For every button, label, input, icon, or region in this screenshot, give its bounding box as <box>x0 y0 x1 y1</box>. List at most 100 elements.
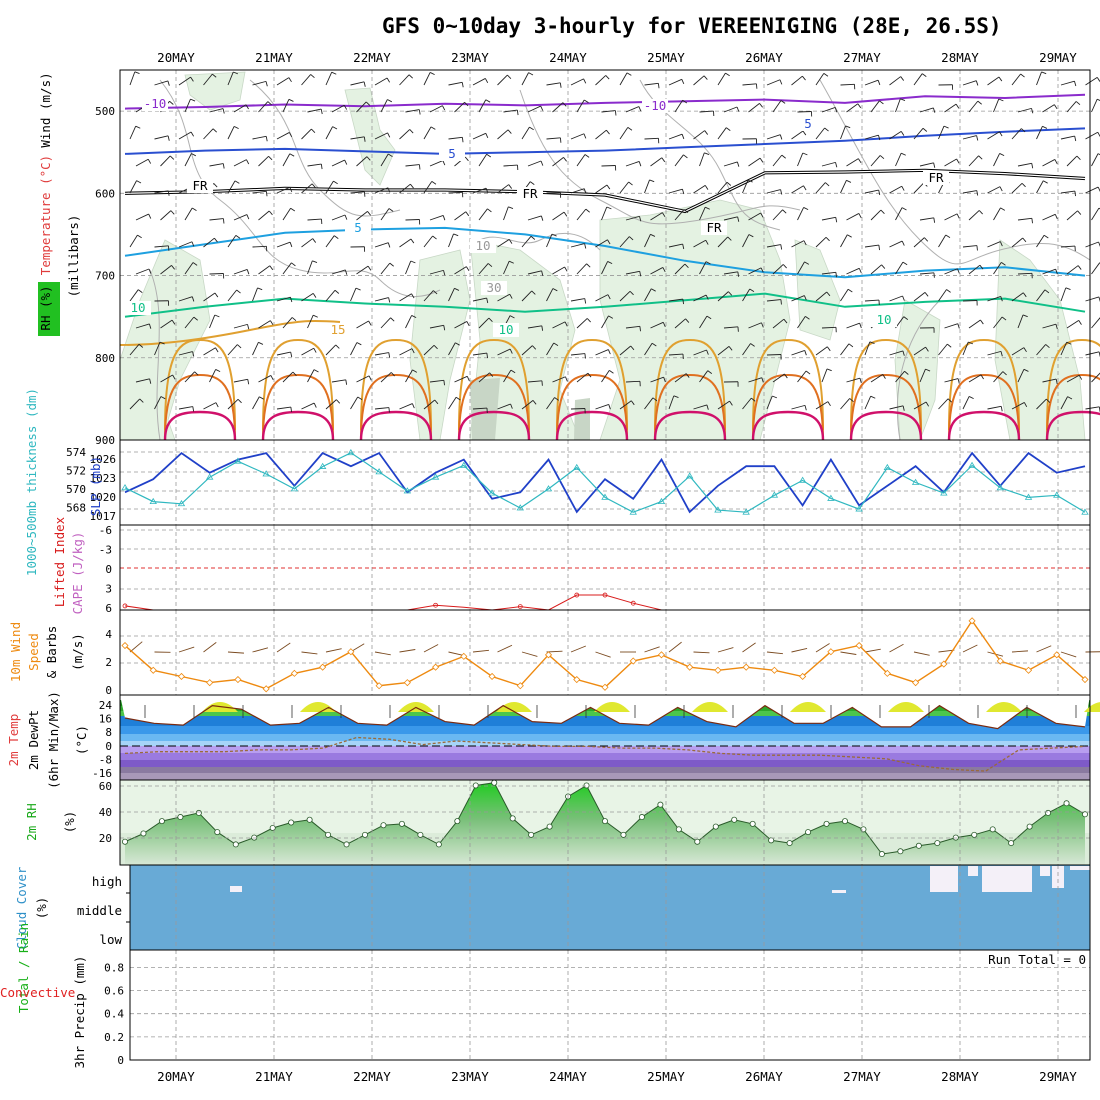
wind-barb-feather <box>998 98 1004 102</box>
wind-barb-feather <box>826 368 832 372</box>
wind-barb-shaft <box>570 243 585 248</box>
wind-barb <box>742 397 756 410</box>
contour-label-bg <box>142 97 168 111</box>
wind-barb-shaft <box>668 188 683 194</box>
wind-barb <box>987 131 1003 140</box>
wind-barb-shaft <box>429 160 444 167</box>
wind-barb-feather <box>312 260 318 263</box>
temperature-units-axis-label: (°C) <box>74 725 89 755</box>
wind-barb-shaft <box>1060 135 1075 140</box>
rh-contour-line <box>819 79 1091 265</box>
cloud-cover-axis-label: Cloud Cover <box>14 866 29 949</box>
wind-barb-feather <box>270 375 274 381</box>
wind-barb <box>448 396 461 410</box>
wind-barb-feather <box>584 243 587 249</box>
wind-barb <box>717 400 733 410</box>
wind-barb-shaft <box>693 294 707 302</box>
wind-tick-label: 2 <box>105 656 112 669</box>
wind-barb-feather <box>1001 316 1007 321</box>
wind-barb <box>276 186 293 194</box>
wind-barb <box>325 399 341 410</box>
wind-barb-shaft <box>821 271 836 275</box>
wind-barb-shaft <box>258 320 271 329</box>
wind-barb <box>497 129 512 140</box>
wind-barb <box>497 74 512 86</box>
wind-barb <box>815 346 831 356</box>
wind-10m-barb <box>521 651 538 657</box>
wind-10m-barb <box>423 644 439 653</box>
wind-barb-feather <box>847 288 853 293</box>
wind-barb <box>748 212 764 221</box>
wind-barb-shaft <box>527 160 542 167</box>
wind-barb-feather <box>269 265 274 271</box>
wind-barb-feather <box>388 208 394 212</box>
wind-barb-feather <box>848 343 854 348</box>
wind-barb <box>203 73 217 86</box>
wind-barb-shaft <box>350 342 358 356</box>
wind-barb <box>350 136 366 142</box>
wind-barb-shaft <box>282 371 294 383</box>
wind-barb-shaft <box>356 211 368 221</box>
wind-barb-feather <box>1031 163 1034 169</box>
wind-barb <box>350 342 362 356</box>
wind-barb <box>546 192 562 198</box>
wind-barb-shaft <box>552 376 566 383</box>
wind-barb-shaft <box>987 350 1002 356</box>
contour-label: 10 <box>876 312 891 327</box>
wind-10m-barb <box>178 646 195 653</box>
lifted-index-axis-label: Lifted Index <box>52 516 67 607</box>
wind-barb-feather <box>638 161 642 167</box>
wind-barb-feather <box>881 264 886 269</box>
wind-barb-feather <box>237 344 242 349</box>
wind-barb-feather <box>214 237 218 243</box>
wind-barb-shaft <box>913 237 925 248</box>
wind-barb-shaft <box>570 78 584 86</box>
wind-barb <box>595 239 611 248</box>
wind-barb <box>987 76 1003 86</box>
wind-barb-shaft <box>570 188 585 194</box>
wind-barb-shaft <box>1036 398 1047 410</box>
wind-barb-feather <box>662 322 666 328</box>
wind-barb-feather <box>159 341 165 345</box>
wind-barb <box>864 395 876 410</box>
wind-barb <box>938 398 953 410</box>
wind-barb <box>797 261 810 275</box>
wind-barb <box>748 377 764 383</box>
wind-barb-feather <box>663 377 666 383</box>
wind-barb <box>203 292 219 302</box>
wind-barb <box>1011 182 1026 194</box>
wind-barb <box>693 75 708 86</box>
wind-barb-feather <box>529 126 534 131</box>
date-label-top: 22MAY <box>353 50 391 65</box>
rh-marker <box>786 840 793 847</box>
wind-barb-feather <box>784 373 788 379</box>
wind-speed-marker <box>996 657 1004 665</box>
wind-barb-shaft <box>601 110 616 113</box>
wind-barb-shaft <box>380 99 388 113</box>
wind-barb-shaft <box>154 80 169 86</box>
wind-barb-feather <box>442 160 446 166</box>
wind-barb-feather <box>167 190 170 196</box>
wind-barb-feather <box>586 263 591 268</box>
wind-barb <box>895 98 906 113</box>
wind-barb-shaft <box>546 342 555 356</box>
wind-barb <box>644 233 656 248</box>
wind-barb <box>454 321 470 329</box>
wind-tick-label: 0 <box>105 684 112 697</box>
wind-barb-shaft <box>625 215 640 221</box>
wind-barb-shaft <box>448 191 463 194</box>
wind-barb-feather <box>387 99 393 103</box>
date-label-top: 26MAY <box>745 50 783 65</box>
wind-barb-feather <box>509 315 515 319</box>
wind-barb-feather <box>900 131 905 136</box>
wind-barb <box>595 75 610 86</box>
wind-barb-shaft <box>993 316 1003 329</box>
wind-barb-shaft <box>552 266 565 275</box>
wind-barb-feather <box>433 290 438 295</box>
wind-barb-shaft <box>356 156 368 167</box>
pressure-tick-label: 600 <box>95 187 115 200</box>
wind-barb <box>840 234 852 248</box>
wind-barb <box>1066 101 1081 113</box>
wind-barb-shaft <box>276 77 290 86</box>
wind-barb-feather <box>1067 396 1073 400</box>
